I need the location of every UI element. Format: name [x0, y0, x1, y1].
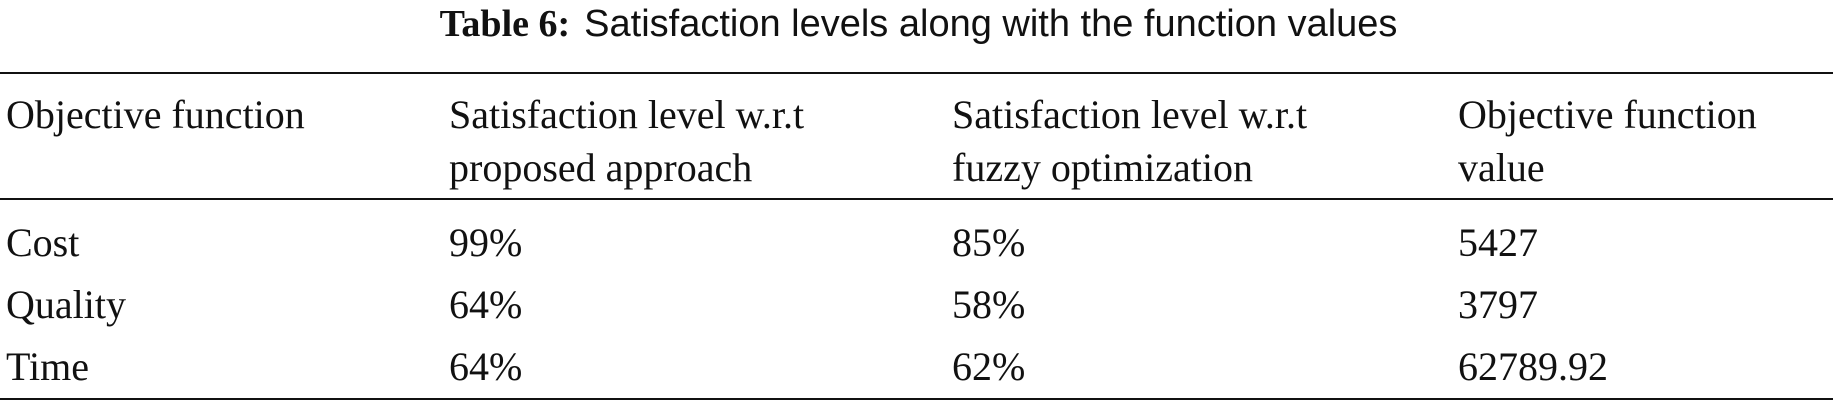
table-cell: 85%	[952, 220, 1026, 265]
header-cell: Objective function	[1458, 92, 1757, 137]
table-cell: 64%	[449, 344, 523, 389]
table-cell: 99%	[449, 220, 523, 265]
top-rule	[0, 72, 1833, 74]
table-cell: Time	[6, 344, 90, 389]
header-cell: Satisfaction level w.r.t	[449, 92, 805, 137]
mid-rule	[0, 198, 1833, 200]
table-cell: 5427	[1458, 220, 1538, 265]
header-cell: Satisfaction level w.r.t	[952, 92, 1308, 137]
table-cell: 64%	[449, 282, 523, 327]
caption-label: Table 6:	[439, 3, 571, 45]
header-cell: Objective function	[6, 92, 305, 137]
header-cell: proposed approach	[449, 145, 753, 190]
table-cell: 62%	[952, 344, 1026, 389]
table-cell: 3797	[1458, 282, 1538, 327]
header-cell: value	[1458, 145, 1545, 190]
table-cell: Cost	[6, 220, 80, 265]
table-cell: 62789.92	[1458, 344, 1608, 389]
bottom-rule	[0, 398, 1833, 400]
caption-text: Satisfaction levels along with the funct…	[584, 3, 1398, 45]
table-cell: Quality	[6, 282, 126, 327]
table-caption: Table 6: Satisfaction levels along with t…	[0, 2, 1837, 46]
header-cell: fuzzy optimization	[952, 145, 1254, 190]
table-cell: 58%	[952, 282, 1026, 327]
